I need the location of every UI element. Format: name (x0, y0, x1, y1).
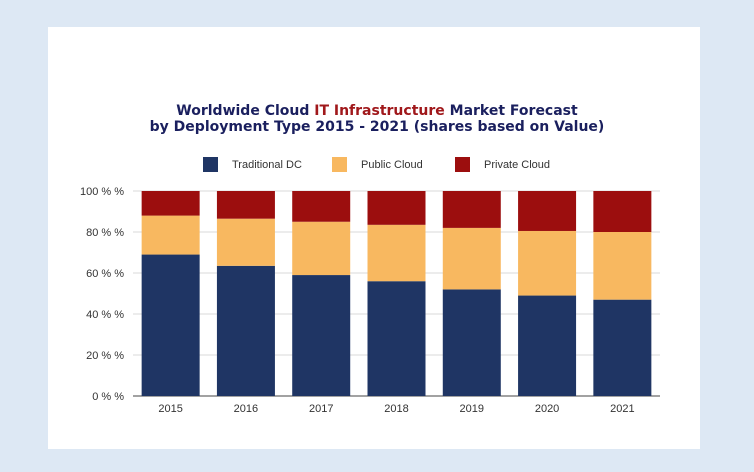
bar-private-cloud-2021[interactable] (593, 191, 652, 232)
title-highlight: IT Infrastructure (314, 103, 445, 119)
x-tick-label: 2019 (460, 403, 484, 415)
bar-public-cloud-2015[interactable] (141, 215, 200, 255)
x-tick-label: 2017 (309, 403, 333, 415)
bar-traditional-dc-2017[interactable] (292, 275, 351, 396)
bar-private-cloud-2019[interactable] (442, 191, 501, 228)
y-tick-label: 100 % % (80, 186, 124, 198)
chart-title-line2: by Deployment Type 2015 - 2021 (shares b… (149, 119, 605, 135)
bar-private-cloud-2018[interactable] (367, 191, 426, 225)
legend-item-public-cloud[interactable]: Public Cloud (332, 157, 423, 172)
chart-legend: Traditional DC Public Cloud Private Clou… (0, 157, 754, 173)
bar-public-cloud-2016[interactable] (216, 218, 275, 266)
bar-traditional-dc-2015[interactable] (141, 254, 200, 396)
legend-label-public-cloud: Public Cloud (361, 158, 423, 171)
bar-traditional-dc-2020[interactable] (518, 295, 577, 396)
x-tick-label: 2016 (234, 403, 258, 415)
bar-private-cloud-2015[interactable] (141, 191, 200, 216)
x-tick-label: 2021 (610, 403, 634, 415)
x-tick-label: 2018 (384, 403, 408, 415)
bar-public-cloud-2021[interactable] (593, 232, 652, 300)
x-tick-label: 2020 (535, 403, 559, 415)
legend-swatch-traditional-dc (203, 157, 218, 172)
legend-swatch-public-cloud (332, 157, 347, 172)
legend-swatch-private-cloud (455, 157, 470, 172)
bar-traditional-dc-2018[interactable] (367, 281, 426, 396)
title-part: Worldwide Cloud (176, 103, 315, 119)
title-part: Market Forecast (444, 103, 578, 119)
legend-item-traditional-dc[interactable]: Traditional DC (203, 157, 302, 172)
legend-label-private-cloud: Private Cloud (484, 158, 551, 171)
y-tick-label: 60 % % (86, 268, 124, 280)
y-tick-label: 80 % % (86, 227, 124, 239)
x-tick-label: 2015 (158, 403, 182, 415)
bar-public-cloud-2019[interactable] (442, 227, 501, 290)
legend-item-private-cloud[interactable]: Private Cloud (455, 157, 550, 172)
bar-private-cloud-2017[interactable] (292, 191, 351, 222)
bar-traditional-dc-2021[interactable] (593, 299, 652, 396)
bar-private-cloud-2020[interactable] (518, 191, 577, 231)
bar-traditional-dc-2019[interactable] (442, 289, 501, 396)
bar-traditional-dc-2016[interactable] (216, 265, 275, 396)
y-tick-label: 40 % % (86, 309, 124, 321)
y-tick-label: 20 % % (86, 350, 124, 362)
y-tick-label: 0 % % (92, 391, 124, 403)
bar-private-cloud-2016[interactable] (216, 191, 275, 219)
legend-label-traditional-dc: Traditional DC (232, 158, 302, 171)
chart-title-line1: Worldwide Cloud IT Infrastructure Market… (0, 103, 754, 119)
bar-public-cloud-2020[interactable] (518, 230, 577, 296)
bar-public-cloud-2017[interactable] (292, 221, 351, 276)
bar-public-cloud-2018[interactable] (367, 224, 426, 282)
